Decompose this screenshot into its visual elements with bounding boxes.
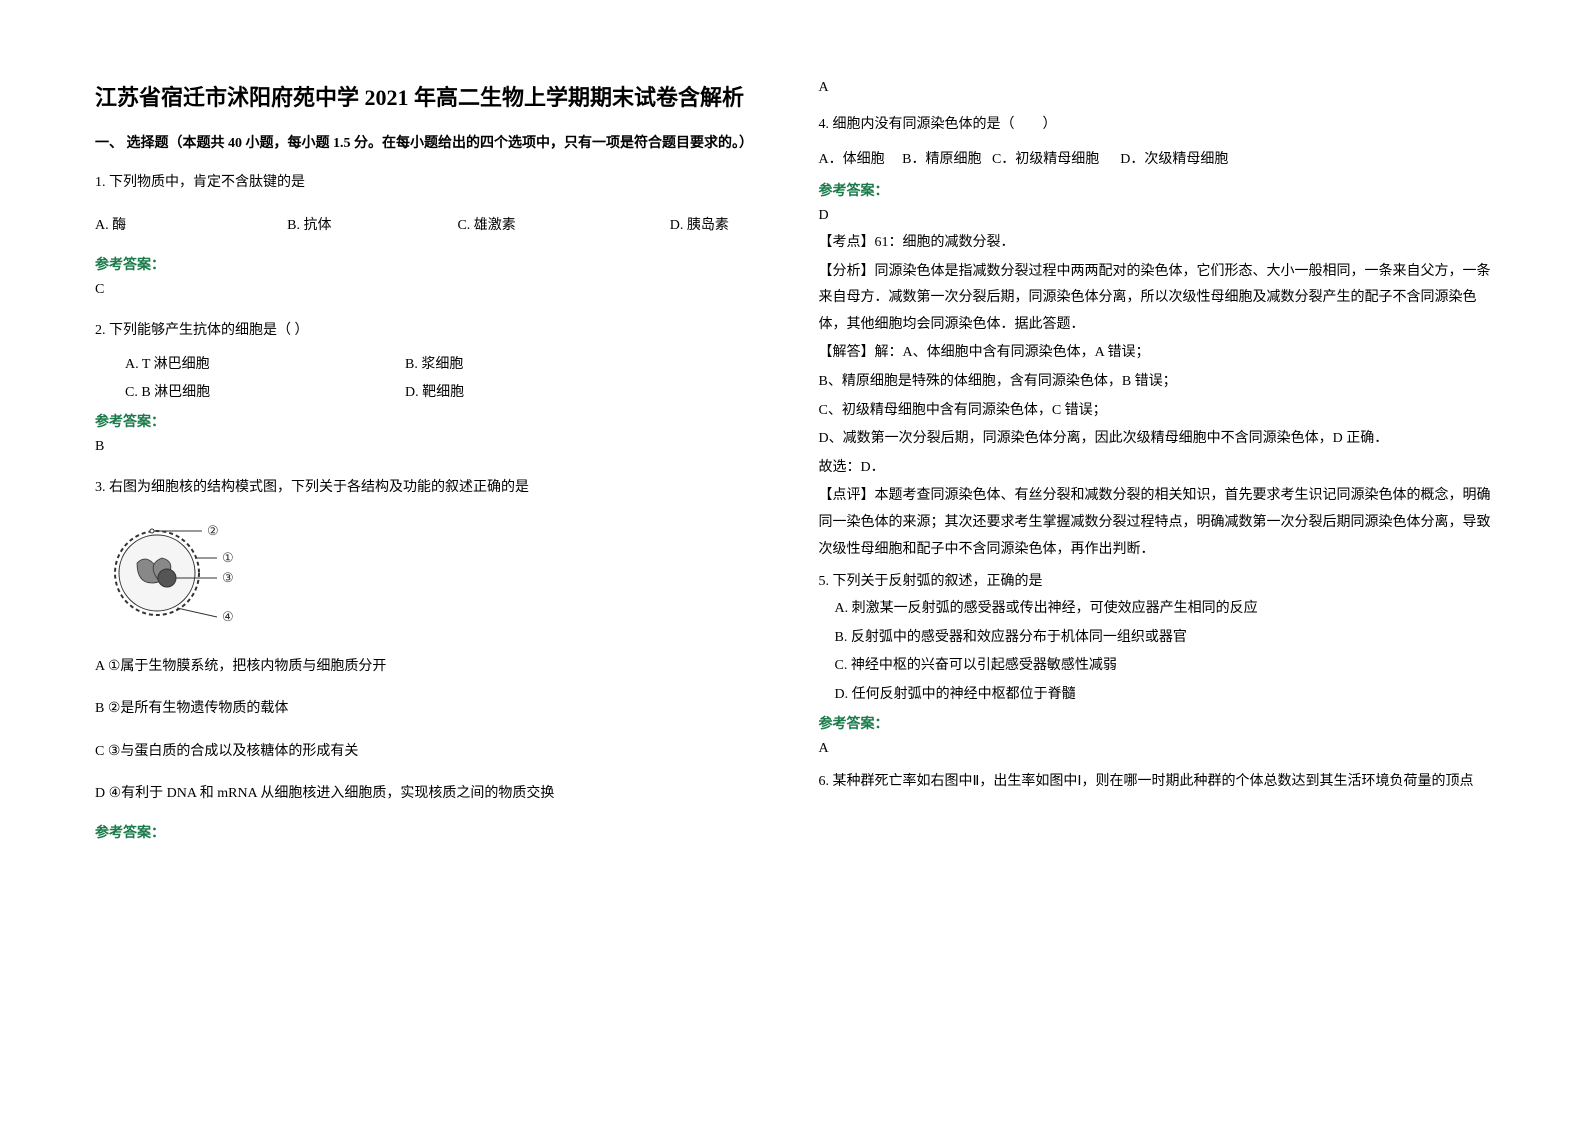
q5-optB: B. 反射弧中的感受器和效应器分布于机体同一组织或器官 <box>819 625 1493 652</box>
q1-text: 1. 下列物质中，肯定不含肽键的是 <box>95 170 769 195</box>
q2-answer-label: 参考答案： <box>95 411 769 431</box>
q4-options: A．体细胞 B．精原细胞 C．初级精母细胞 D．次级精母细胞 <box>819 145 1493 176</box>
svg-text:②: ② <box>207 523 219 538</box>
exam-title: 江苏省宿迁市沭阳府苑中学 2021 年高二生物上学期期末试卷含解析 <box>95 80 769 115</box>
q1-options: A. 酶 B. 抗体 C. 雄激素 D. 胰岛素 <box>95 211 769 242</box>
q3-optB: B ②是所有生物遗传物质的载体 <box>95 696 769 723</box>
q4-answer: D <box>819 208 1493 224</box>
question-5: 5. 下列关于反射弧的叙述，正确的是 A. 刺激某一反射弧的感受器或传出神经，可… <box>819 569 1493 765</box>
q4-exp8: 【点评】本题考查同源染色体、有丝分裂和减数分裂的相关知识，首先要求考生识记同源染… <box>819 483 1493 563</box>
q1-answer: C <box>95 282 769 298</box>
q5-optA: A. 刺激某一反射弧的感受器或传出神经，可使效应器产生相同的反应 <box>819 596 1493 623</box>
q4-exp7: 故选：D． <box>819 455 1493 482</box>
question-6: 6. 某种群死亡率如右图中Ⅱ，出生率如图中Ⅰ，则在哪一时期此种群的个体总数达到其… <box>819 769 1493 798</box>
q2-optB: B. 浆细胞 <box>405 351 463 379</box>
q5-text: 5. 下列关于反射弧的叙述，正确的是 <box>819 569 1493 594</box>
q2-optD: D. 靶细胞 <box>405 379 464 407</box>
page-container: 江苏省宿迁市沭阳府苑中学 2021 年高二生物上学期期末试卷含解析 一、 选择题… <box>0 0 1587 894</box>
q2-opts-row2: C. B 淋巴细胞 D. 靶细胞 <box>95 379 769 407</box>
svg-text:④: ④ <box>222 609 234 624</box>
right-column: A 4. 细胞内没有同源染色体的是（ ） A．体细胞 B．精原细胞 C．初级精母… <box>819 80 1493 854</box>
q3-answer: A <box>819 80 1493 96</box>
question-1: 1. 下列物质中，肯定不含肽键的是 A. 酶 B. 抗体 C. 雄激素 D. 胰… <box>95 170 769 314</box>
q1-answer-label: 参考答案： <box>95 254 769 274</box>
q3-text: 3. 右图为细胞核的结构模式图，下列关于各结构及功能的叙述正确的是 <box>95 475 769 500</box>
q4-exp1: 【考点】61：细胞的减数分裂． <box>819 230 1493 257</box>
question-4: 4. 细胞内没有同源染色体的是（ ） A．体细胞 B．精原细胞 C．初级精母细胞… <box>819 112 1493 565</box>
q4-exp3: 【解答】解：A、体细胞中含有同源染色体，A 错误； <box>819 340 1493 367</box>
q2-answer: B <box>95 439 769 455</box>
q3-answer-label: 参考答案： <box>95 822 769 842</box>
q6-text: 6. 某种群死亡率如右图中Ⅱ，出生率如图中Ⅰ，则在哪一时期此种群的个体总数达到其… <box>819 769 1493 796</box>
q4-answer-label: 参考答案： <box>819 180 1493 200</box>
q5-optC: C. 神经中枢的兴奋可以引起感受器敏感性减弱 <box>819 653 1493 680</box>
section-header: 一、 选择题（本题共 40 小题，每小题 1.5 分。在每小题给出的四个选项中，… <box>95 133 769 154</box>
q4-exp6: D、减数第一次分裂后期，同源染色体分离，因此次级精母细胞中不含同源染色体，D 正… <box>819 426 1493 453</box>
q3-optD: D ④有利于 DNA 和 mRNA 从细胞核进入细胞质，实现核质之间的物质交换 <box>95 781 769 808</box>
q5-answer-label: 参考答案： <box>819 713 1493 733</box>
q4-text: 4. 细胞内没有同源染色体的是（ ） <box>819 112 1493 137</box>
q2-text: 2. 下列能够产生抗体的细胞是（ ） <box>95 318 769 343</box>
q3-optC: C ③与蛋白质的合成以及核糖体的形成有关 <box>95 739 769 766</box>
question-2: 2. 下列能够产生抗体的细胞是（ ） A. T 淋巴细胞 B. 浆细胞 C. B… <box>95 318 769 471</box>
q2-opts-row1: A. T 淋巴细胞 B. 浆细胞 <box>95 351 769 379</box>
svg-text:③: ③ <box>222 570 234 585</box>
question-3: 3. 右图为细胞核的结构模式图，下列关于各结构及功能的叙述正确的是 ② ① ③ <box>95 475 769 850</box>
svg-text:①: ① <box>222 550 234 565</box>
q4-exp5: C、初级精母细胞中含有同源染色体，C 错误； <box>819 398 1493 425</box>
q4-exp4: B、精原细胞是特殊的体细胞，含有同源染色体，B 错误； <box>819 369 1493 396</box>
q5-answer: A <box>819 741 1493 757</box>
cell-nucleus-diagram: ② ① ③ ④ <box>107 513 769 638</box>
q2-optA: A. T 淋巴细胞 <box>125 351 405 379</box>
q3-optA: A ①属于生物膜系统，把核内物质与细胞质分开 <box>95 654 769 681</box>
q2-optC: C. B 淋巴细胞 <box>125 379 405 407</box>
q4-exp2: 【分析】同源染色体是指减数分裂过程中两两配对的染色体，它们形态、大小一般相同，一… <box>819 259 1493 339</box>
q5-optD: D. 任何反射弧中的神经中枢都位于脊髓 <box>819 682 1493 709</box>
left-column: 江苏省宿迁市沭阳府苑中学 2021 年高二生物上学期期末试卷含解析 一、 选择题… <box>95 80 769 854</box>
